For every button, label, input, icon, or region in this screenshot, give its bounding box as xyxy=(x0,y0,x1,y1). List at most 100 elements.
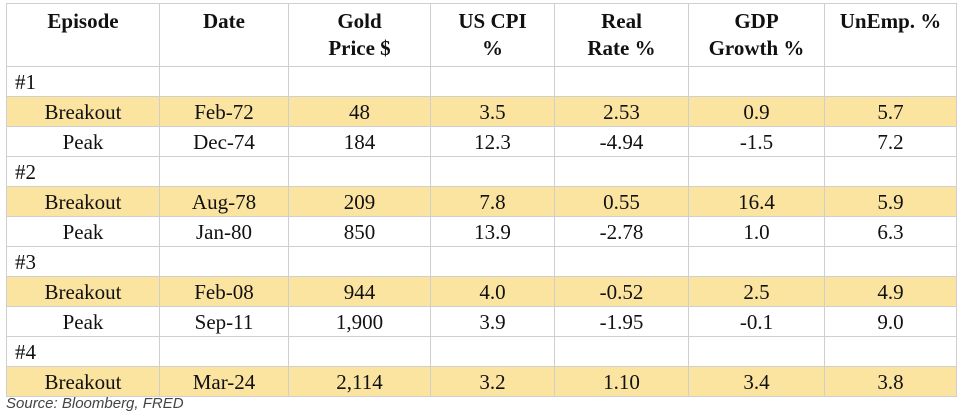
table-cell: 3.2 xyxy=(430,366,555,397)
table-cell: 5.7 xyxy=(824,96,957,127)
table-cell: 1.0 xyxy=(688,216,825,247)
table-cell: 184 xyxy=(288,126,431,157)
table-cell: 2.53 xyxy=(554,96,689,127)
gold-episodes-table: Episode Date Gold Price $ US CPI% Real Rate % G… xyxy=(6,3,957,397)
episode-row: #3 xyxy=(6,246,957,277)
empty-cell xyxy=(554,246,689,277)
column-header-line: GDP xyxy=(734,9,779,33)
table-cell: Dec-74 xyxy=(159,126,289,157)
empty-cell xyxy=(159,156,289,187)
column-header-us-cpi: US CPI% xyxy=(430,3,555,67)
table-cell: 0.55 xyxy=(554,186,689,217)
table-cell: Peak xyxy=(6,306,160,337)
table-cell: 4.9 xyxy=(824,276,957,307)
table-cell: -1.95 xyxy=(554,306,689,337)
table-cell: 0.9 xyxy=(688,96,825,127)
episode-row: #2 xyxy=(6,156,957,187)
episode-label: #4 xyxy=(6,336,160,367)
empty-cell xyxy=(688,336,825,367)
empty-cell xyxy=(554,156,689,187)
table-cell: Breakout xyxy=(6,276,160,307)
column-header-line: Rate % xyxy=(587,36,656,60)
empty-cell xyxy=(824,156,957,187)
table-cell: 2,114 xyxy=(288,366,431,397)
table-cell: 48 xyxy=(288,96,431,127)
table-cell: 4.0 xyxy=(430,276,555,307)
table-cell: Breakout xyxy=(6,366,160,397)
empty-cell xyxy=(159,336,289,367)
table-cell: -4.94 xyxy=(554,126,689,157)
empty-cell xyxy=(430,336,555,367)
column-header-line: Real xyxy=(601,9,642,33)
column-header-line: US CPI xyxy=(458,9,527,33)
table-row: Peak Sep-11 1,900 3.9 -1.95 -0.1 9.0 xyxy=(6,306,957,337)
table-cell: Sep-11 xyxy=(159,306,289,337)
table-cell: 850 xyxy=(288,216,431,247)
empty-cell xyxy=(554,66,689,97)
table-cell: -0.52 xyxy=(554,276,689,307)
table-row: Peak Dec-74 184 12.3 -4.94 -1.5 7.2 xyxy=(6,126,957,157)
empty-cell xyxy=(824,66,957,97)
empty-cell xyxy=(288,336,431,367)
column-header-gold-price: Gold Price $ xyxy=(288,3,431,67)
column-header-real-rate: Real Rate % xyxy=(554,3,689,67)
episode-label: #3 xyxy=(6,246,160,277)
empty-cell xyxy=(159,66,289,97)
table-cell: Breakout xyxy=(6,96,160,127)
table-cell: Feb-72 xyxy=(159,96,289,127)
column-header-date: Date xyxy=(159,3,289,67)
table-cell: 13.9 xyxy=(430,216,555,247)
table-row: Breakout Feb-72 48 3.5 2.53 0.9 5.7 xyxy=(6,96,957,127)
table-cell: 3.9 xyxy=(430,306,555,337)
source-note: Source: Bloomberg, FRED xyxy=(6,395,184,412)
table-body: #1 Breakout Feb-72 48 3.5 2.53 0.9 5.7 Peak Dec-7… xyxy=(6,66,957,397)
empty-cell xyxy=(430,156,555,187)
column-header-line: Price $ xyxy=(328,36,391,60)
table-cell: 3.8 xyxy=(824,366,957,397)
table-cell: 209 xyxy=(288,186,431,217)
table-cell: 7.8 xyxy=(430,186,555,217)
episode-label: #1 xyxy=(6,66,160,97)
empty-cell xyxy=(688,156,825,187)
empty-cell xyxy=(288,66,431,97)
table-cell: -2.78 xyxy=(554,216,689,247)
table-cell: 1.10 xyxy=(554,366,689,397)
column-header-episode: Episode xyxy=(6,3,160,67)
table-cell: 16.4 xyxy=(688,186,825,217)
table-cell: 1,900 xyxy=(288,306,431,337)
column-header-line: Episode xyxy=(47,9,119,33)
table-row: Breakout Feb-08 944 4.0 -0.52 2.5 4.9 xyxy=(6,276,957,307)
empty-cell xyxy=(288,156,431,187)
table-cell: Mar-24 xyxy=(159,366,289,397)
column-header-gdp-growth: GDP Growth % xyxy=(688,3,825,67)
table-cell: Feb-08 xyxy=(159,276,289,307)
table-cell: 12.3 xyxy=(430,126,555,157)
column-header-line: UnEmp. % xyxy=(839,9,942,33)
table-header-row: Episode Date Gold Price $ US CPI% Real Rate % G… xyxy=(6,3,957,67)
table-cell: 3.5 xyxy=(430,96,555,127)
empty-cell xyxy=(430,66,555,97)
table-cell: 3.4 xyxy=(688,366,825,397)
empty-cell xyxy=(159,246,289,277)
episode-row: #4 xyxy=(6,336,957,367)
table-row: Peak Jan-80 850 13.9 -2.78 1.0 6.3 xyxy=(6,216,957,247)
table-cell: 944 xyxy=(288,276,431,307)
table-row: Breakout Mar-24 2,114 3.2 1.10 3.4 3.8 xyxy=(6,366,957,397)
column-header-line: % xyxy=(482,36,503,60)
table-cell: -1.5 xyxy=(688,126,825,157)
empty-cell xyxy=(824,336,957,367)
column-header-line: Date xyxy=(203,9,245,33)
episode-row: #1 xyxy=(6,66,957,97)
table-cell: -0.1 xyxy=(688,306,825,337)
table-cell: Peak xyxy=(6,126,160,157)
empty-cell xyxy=(430,246,555,277)
column-header-unemp: UnEmp. % xyxy=(824,3,957,67)
empty-cell xyxy=(824,246,957,277)
table-cell: Aug-78 xyxy=(159,186,289,217)
table-cell: Peak xyxy=(6,216,160,247)
table-cell: 5.9 xyxy=(824,186,957,217)
table-cell: Breakout xyxy=(6,186,160,217)
table-cell: Jan-80 xyxy=(159,216,289,247)
empty-cell xyxy=(288,246,431,277)
table-cell: 9.0 xyxy=(824,306,957,337)
